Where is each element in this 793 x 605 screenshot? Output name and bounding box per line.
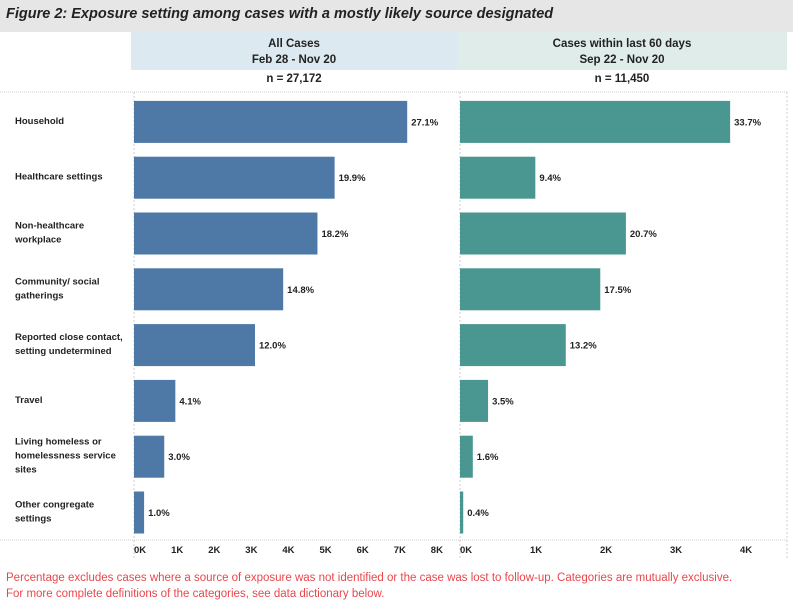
bar-value-label: 14.8% [287, 285, 314, 296]
n-count-all-cases: n = 27,172 [266, 73, 322, 85]
x-tick-label: 3K [670, 545, 682, 556]
bar-last-60-days [460, 268, 601, 311]
bar-all-cases [134, 212, 318, 255]
x-tick-label: 3K [245, 545, 257, 556]
bar-last-60-days [460, 156, 536, 199]
bar-all-cases [134, 156, 335, 199]
footnote-line2: For more complete definitions of the cat… [6, 588, 385, 600]
x-tick-label: 0K [460, 545, 472, 556]
category-label: Community/ social gatherings [15, 276, 99, 301]
bar-value-label: 27.1% [411, 117, 438, 128]
bar-value-label: 33.7% [734, 117, 761, 128]
bar-value-label: 3.5% [492, 396, 514, 407]
panel-header-line1: Cases within last 60 days [552, 38, 692, 50]
bar-value-label: 0.4% [467, 508, 489, 519]
bar-all-cases [134, 324, 255, 367]
panel-header-all-cases: All Cases Feb 28 - Nov 20 [131, 32, 457, 70]
x-tick-label: 8K [431, 545, 443, 556]
bar-all-cases [134, 379, 176, 422]
category-label: Living homeless or homelessness service si… [15, 437, 116, 476]
panel-header-line2: Feb 28 - Nov 20 [251, 54, 337, 66]
bar-value-label: 17.5% [604, 285, 631, 296]
category-label: Other congregate settings [15, 500, 94, 525]
bar-value-label: 4.1% [179, 396, 201, 407]
bar-value-label: 9.4% [539, 173, 561, 184]
title-bar: Figure 2: Exposure setting among cases w… [0, 0, 793, 32]
bar-value-label: 19.9% [339, 173, 366, 184]
footnote: Percentage excludes cases where a source… [6, 570, 791, 602]
bar-last-60-days [460, 491, 464, 534]
x-tick-label: 4K [282, 545, 294, 556]
x-tick-label: 4K [740, 545, 752, 556]
bar-all-cases [134, 435, 165, 478]
bar-chart: Household Healthcare settings Non-healthca… [0, 91, 788, 560]
x-tick-label: 1K [530, 545, 542, 556]
n-count-last-60-days: n = 11,450 [594, 73, 650, 85]
bar-last-60-days [460, 100, 731, 143]
bar-value-label: 1.0% [148, 508, 170, 519]
bar-last-60-days [460, 324, 566, 367]
bar-all-cases [134, 268, 284, 311]
bar-all-cases [134, 491, 145, 534]
x-tick-label: 2K [600, 545, 612, 556]
x-tick-label: 6K [357, 545, 369, 556]
panel-header-line1: All Cases [268, 38, 320, 50]
bar-all-cases [134, 100, 408, 143]
category-label: Reported close contact, setting undetermi… [15, 332, 123, 357]
bar-value-label: 13.2% [570, 341, 597, 352]
bar-value-label: 20.7% [630, 229, 657, 240]
bar-value-label: 18.2% [321, 229, 348, 240]
bar-last-60-days [460, 212, 626, 255]
x-tick-label: 1K [171, 545, 183, 556]
bar-last-60-days [460, 435, 473, 478]
category-label: Healthcare settings [15, 172, 103, 183]
footnote-line1: Percentage excludes cases where a source… [6, 572, 733, 584]
category-label: Travel [15, 395, 42, 406]
x-tick-label: 0K [134, 545, 146, 556]
category-label: Household [15, 116, 64, 127]
bar-value-label: 1.6% [477, 452, 499, 463]
panel-header-line2: Sep 22 - Nov 20 [579, 54, 665, 66]
x-tick-label: 5K [320, 545, 332, 556]
x-tick-label: 7K [394, 545, 406, 556]
bar-last-60-days [460, 379, 489, 422]
figure-title: Figure 2: Exposure setting among cases w… [6, 6, 554, 22]
panel-header-last-60-days: Cases within last 60 days Sep 22 - Nov 2… [457, 32, 787, 70]
category-label: Non-healthcare workplace [14, 221, 84, 246]
bar-value-label: 12.0% [259, 341, 286, 352]
bar-value-label: 3.0% [168, 452, 190, 463]
x-tick-label: 2K [208, 545, 220, 556]
